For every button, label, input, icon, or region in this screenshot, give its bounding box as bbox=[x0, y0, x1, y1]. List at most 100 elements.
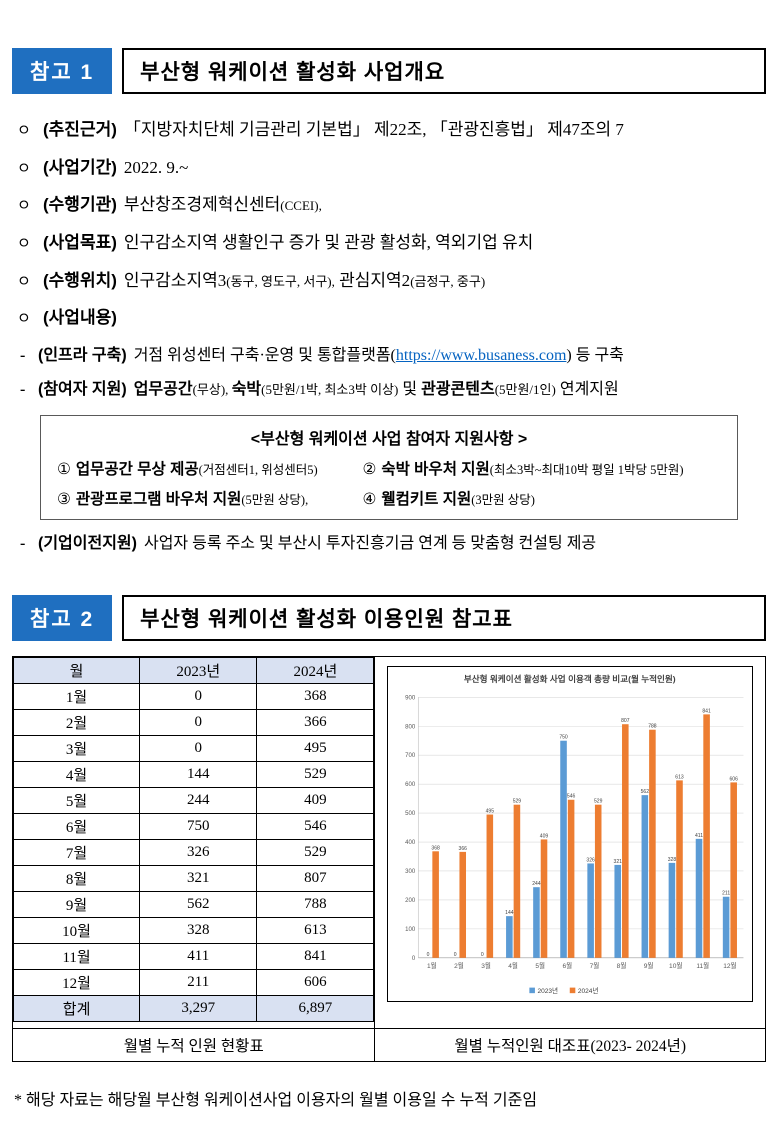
table-cell: 495 bbox=[256, 735, 375, 763]
bullet-item-content: (사업내용) bbox=[43, 306, 124, 331]
table-cell: 211 bbox=[139, 969, 258, 997]
text-segment: 사업자 등록 주소 및 부산시 투자진흥기금 연계 등 맞춤형 컨설팅 제공 bbox=[143, 535, 597, 553]
table-cell: 12월 bbox=[12, 969, 141, 997]
section1-title: 부산형 워케이션 활성화 사업개요 bbox=[140, 61, 446, 84]
table-cell: 244 bbox=[139, 787, 258, 815]
bullet-item: ㅇ (사업목표) 인구감소지역 생활인구 증가 및 관광 활성화, 역외기업 유치 bbox=[12, 231, 766, 256]
bar-value-label: 562 bbox=[641, 790, 650, 796]
chart-cell: 부산형 워케이션 활성화 사업 이용객 총량 비교(월 누적인원) 0 100 200… bbox=[375, 657, 765, 1028]
y-tick-label: 100 bbox=[406, 927, 417, 933]
y-tick-label: 0 bbox=[412, 956, 416, 962]
table-row: 9월 562 788 bbox=[12, 891, 375, 919]
table-header-cell: 월 bbox=[12, 657, 141, 685]
x-tick-label: 4월 bbox=[509, 961, 519, 970]
table-row: 11월 411 841 bbox=[12, 943, 375, 971]
table-cell: 750 bbox=[139, 813, 258, 841]
table-cell: 562 bbox=[139, 891, 258, 919]
table-cell: 328 bbox=[139, 917, 258, 945]
table-row: 5월 244 409 bbox=[12, 787, 375, 815]
bar-2023년 bbox=[641, 795, 649, 959]
bar-value-label: 0 bbox=[427, 952, 430, 958]
bar-2023년 bbox=[696, 839, 703, 959]
text-segment: (CCEI), bbox=[280, 198, 322, 214]
text-segment: 관심지역2 bbox=[334, 270, 411, 290]
chart-title: 부산형 워케이션 활성화 사업 이용객 총량 비교(월 누적인원) bbox=[464, 674, 676, 685]
table-row: 10월 328 613 bbox=[12, 917, 375, 945]
list-marker: - bbox=[20, 381, 26, 399]
list-marker: ㅇ bbox=[17, 122, 31, 139]
y-tick-label: 300 bbox=[406, 869, 417, 875]
usage-bar-chart: 부산형 워케이션 활성화 사업 이용객 총량 비교(월 누적인원) 0 100 200… bbox=[387, 666, 753, 1002]
bar-value-label: 750 bbox=[560, 735, 569, 741]
platform-link[interactable]: https://www.busaness.com bbox=[395, 346, 567, 364]
support-name: 웰컴키트 지원 bbox=[381, 491, 472, 509]
legend-swatch bbox=[529, 988, 536, 994]
list-marker: - bbox=[20, 346, 26, 364]
table-cell: 606 bbox=[256, 969, 375, 997]
table-cell: 368 bbox=[256, 683, 375, 711]
table-cell: 529 bbox=[256, 761, 375, 789]
x-tick-label: 3월 bbox=[482, 961, 492, 970]
text-segment: 등 구축 bbox=[571, 346, 624, 364]
bar-2024년 bbox=[730, 782, 738, 959]
x-tick-label: 6월 bbox=[563, 961, 573, 970]
bar-value-label: 807 bbox=[622, 719, 631, 725]
bar-2024년 bbox=[703, 714, 711, 959]
text-segment: (금정구, 중구) bbox=[410, 273, 486, 289]
bar-value-label: 546 bbox=[567, 794, 576, 800]
bar-2024년 bbox=[541, 839, 548, 959]
dash-item: - (인프라 구축) 거점 위성센터 구축·운영 및 통합플랫폼(https://w… bbox=[12, 344, 766, 367]
bar-value-label: 366 bbox=[459, 846, 468, 852]
bullet-item-content: (수행기관) 부산창조경제혁신센터(CCEI), bbox=[43, 193, 322, 218]
text-segment: 부산창조경제혁신센터 bbox=[123, 195, 281, 215]
item-number: ① bbox=[57, 461, 71, 479]
item-label: (사업내용) bbox=[43, 308, 117, 328]
bar-value-label: 841 bbox=[703, 709, 712, 715]
table-cell: 321 bbox=[139, 865, 258, 893]
table-header-row: 월 2023년 2024년 bbox=[12, 657, 375, 685]
table-row: 6월 750 546 bbox=[12, 813, 375, 841]
table-cell: 6월 bbox=[12, 813, 141, 841]
table-cell: 1월 bbox=[12, 683, 141, 711]
bar-value-label: 495 bbox=[486, 809, 495, 815]
item-label: (수행기관) bbox=[43, 195, 117, 215]
section2-title-box: 부산형 워케이션 활성화 이용인원 참고표 bbox=[122, 595, 766, 642]
y-tick-label: 600 bbox=[406, 783, 417, 789]
table-cell: 3월 bbox=[12, 735, 141, 763]
dash-item: - (참여자 지원) 업무공간(무상), 숙박(5만원/1박, 최소3박 이상) 및… bbox=[12, 378, 766, 401]
relocation-item: - (기업이전지원) 사업자 등록 주소 및 부산시 투자진흥기금 연계 등 맞춤형… bbox=[12, 532, 766, 555]
bullet-item: ㅇ (추진근거) 「지방자치단체 기금관리 기본법」 제22조, 「관광진흥법」 제… bbox=[12, 118, 766, 143]
bar-2024년 bbox=[432, 851, 440, 959]
list-marker: ㅇ bbox=[17, 310, 31, 328]
table-cell: 529 bbox=[256, 839, 375, 867]
bar-2023년 bbox=[587, 863, 595, 959]
item-label: (참여자 지원) bbox=[38, 381, 127, 399]
list-marker: ㅇ bbox=[17, 197, 31, 215]
item-label: (사업목표) bbox=[43, 232, 117, 252]
list-marker: ㅇ bbox=[17, 272, 31, 290]
bar-2024년 bbox=[595, 805, 602, 959]
reference-table-layout: 월 2023년 2024년 1월 0 368 2월 0 366 3월 0 495 4월 144 529 5월… bbox=[12, 656, 766, 1063]
section2-badge: 참고 2 bbox=[12, 595, 113, 642]
table-header-cell: 2024년 bbox=[256, 657, 375, 685]
table-row: 7월 326 529 bbox=[12, 839, 375, 867]
support-name: 숙박 바우처 지원 bbox=[381, 461, 490, 479]
table-body: 1월 0 368 2월 0 366 3월 0 495 4월 144 529 5월 244 409 6월 750 5… bbox=[12, 683, 375, 1023]
bar-2023년 bbox=[669, 863, 676, 959]
bar-value-label: 368 bbox=[432, 846, 441, 852]
bar-2024년 bbox=[514, 805, 521, 959]
support-box-title: <부산형 워케이션 사업 참여자 지원사항 > bbox=[250, 431, 528, 449]
list-marker: ㅇ bbox=[17, 159, 31, 177]
table-cell: 6,897 bbox=[256, 995, 375, 1023]
table-cell: 9월 bbox=[12, 891, 141, 919]
bar-value-label: 326 bbox=[587, 858, 596, 864]
dash-item-content: (기업이전지원) 사업자 등록 주소 및 부산시 투자진흥기금 연계 등 맞춤형 … bbox=[38, 532, 596, 555]
table-cell: 4월 bbox=[12, 761, 141, 789]
bar-2024년 bbox=[676, 780, 684, 959]
bar-value-label: 529 bbox=[594, 799, 603, 805]
table-cell: 합계 bbox=[12, 995, 141, 1023]
legend-label: 2024년 bbox=[578, 987, 599, 996]
bar-value-label: 0 bbox=[481, 952, 484, 958]
text-segment: (5만원/1박, 최소3박 이상) bbox=[261, 382, 399, 398]
y-tick-label: 400 bbox=[406, 840, 417, 846]
